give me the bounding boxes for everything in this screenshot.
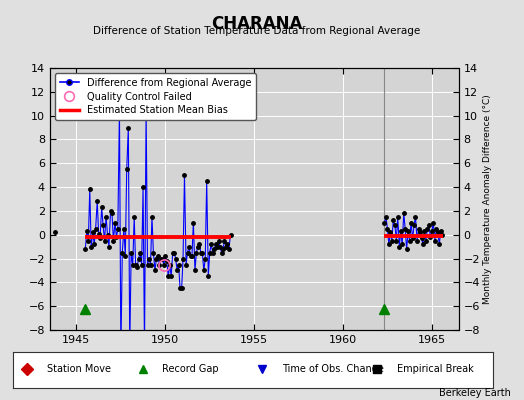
Text: CHARANA: CHARANA — [211, 15, 302, 33]
Text: Difference of Station Temperature Data from Regional Average: Difference of Station Temperature Data f… — [93, 26, 420, 36]
Text: Record Gap: Record Gap — [162, 364, 219, 374]
Text: Station Move: Station Move — [47, 364, 111, 374]
Text: Time of Obs. Change: Time of Obs. Change — [281, 364, 384, 374]
Y-axis label: Monthly Temperature Anomaly Difference (°C): Monthly Temperature Anomaly Difference (… — [483, 94, 492, 304]
Text: Berkeley Earth: Berkeley Earth — [439, 388, 511, 398]
Text: Empirical Break: Empirical Break — [397, 364, 473, 374]
Legend: Difference from Regional Average, Quality Control Failed, Estimated Station Mean: Difference from Regional Average, Qualit… — [54, 73, 256, 120]
